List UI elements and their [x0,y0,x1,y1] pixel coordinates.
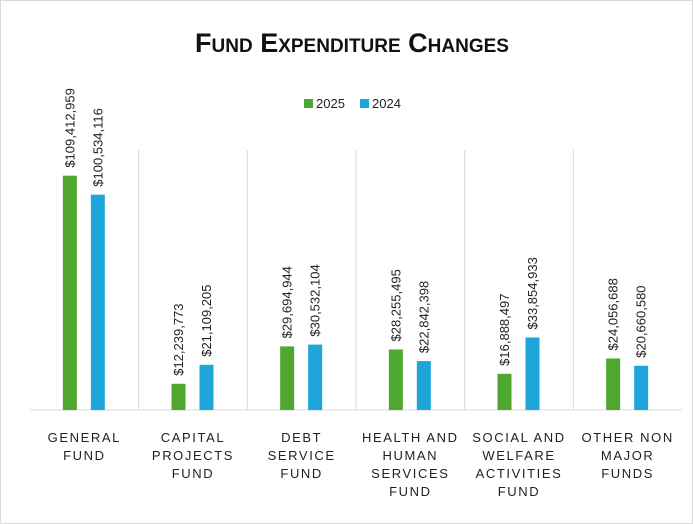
data-label: $21,109,205 [199,284,214,356]
legend: 2025 2024 [304,96,401,111]
bar [280,346,295,410]
data-label: $22,842,398 [416,281,431,353]
data-label: $28,255,495 [388,269,403,341]
bar [308,344,323,410]
data-label: $29,694,944 [280,266,295,338]
x-tick-label: SERVICES [371,466,449,481]
data-label: $12,239,773 [171,303,186,375]
x-tick-label: HUMAN [382,448,438,463]
x-tick-label: WELFARE [482,448,555,463]
bar [497,373,512,410]
legend-swatch [360,99,369,108]
x-tick-label: CAPITAL [161,430,225,445]
x-tick-label: SOCIAL AND [472,430,566,445]
x-tick-label: FUND [498,484,541,499]
x-tick-label: DEBT [281,430,322,445]
bar [90,194,105,410]
data-label: $16,888,497 [497,294,512,366]
x-tick-label: MAJOR [601,448,655,463]
x-tick-label: FUND [280,466,323,481]
legend-label: 2025 [316,96,345,111]
data-label: $109,412,959 [62,88,77,168]
x-tick-label: FUNDS [601,466,654,481]
bar [388,349,403,410]
data-label: $33,854,933 [525,257,540,329]
legend-swatch [304,99,313,108]
bar [62,175,77,410]
bar [199,364,214,410]
bar [171,383,186,410]
chart-title: Fund Expenditure Changes [195,28,509,58]
data-label: $30,532,104 [308,264,323,336]
x-tick-label: HEALTH AND [362,430,459,445]
x-tick-label: FUND [172,466,215,481]
data-label: $100,534,116 [90,108,105,187]
x-tick-label: SERVICE [268,448,336,463]
legend-label: 2024 [372,96,401,111]
bar [416,361,431,410]
x-tick-label: OTHER NON [581,430,673,445]
x-tick-label: FUND [63,448,106,463]
data-label: $24,056,688 [606,278,621,350]
bar [606,358,621,410]
bar [525,337,540,410]
x-tick-label: ACTIVITIES [476,466,563,481]
data-label: $20,660,580 [634,285,649,357]
bar [634,365,649,410]
x-tick-label: FUND [389,484,432,499]
x-tick-label: GENERAL [48,430,121,445]
x-tick-label: PROJECTS [152,448,234,463]
